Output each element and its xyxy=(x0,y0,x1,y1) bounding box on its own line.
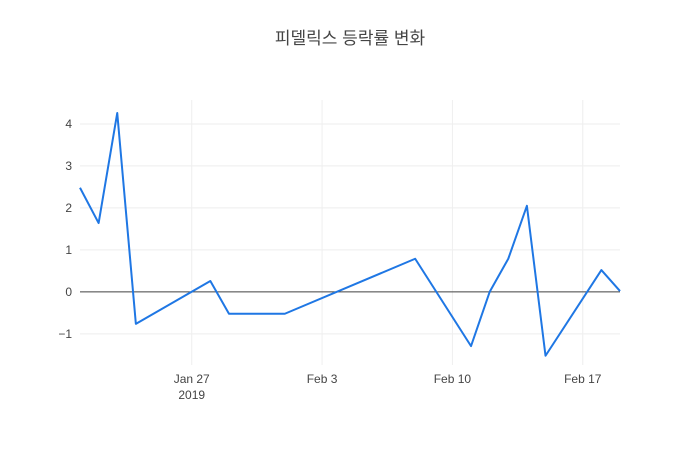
y-tick-label: 3 xyxy=(65,159,72,173)
x-tick-label: Jan 27 2019 xyxy=(174,372,210,402)
y-tick-label: 2 xyxy=(65,201,72,215)
chart-title: 피델릭스 등락률 변화 xyxy=(275,29,426,48)
y-tick-label: 4 xyxy=(65,117,72,131)
x-tick-label: Feb 3 xyxy=(307,372,338,386)
x-tick-label: Feb 17 xyxy=(564,372,602,386)
data-line xyxy=(79,112,621,357)
x-tick-label: Feb 10 xyxy=(434,372,472,386)
y-tick-label: 0 xyxy=(65,285,72,299)
y-tick-label: 1 xyxy=(65,243,72,257)
y-tick-label: −1 xyxy=(58,327,72,341)
